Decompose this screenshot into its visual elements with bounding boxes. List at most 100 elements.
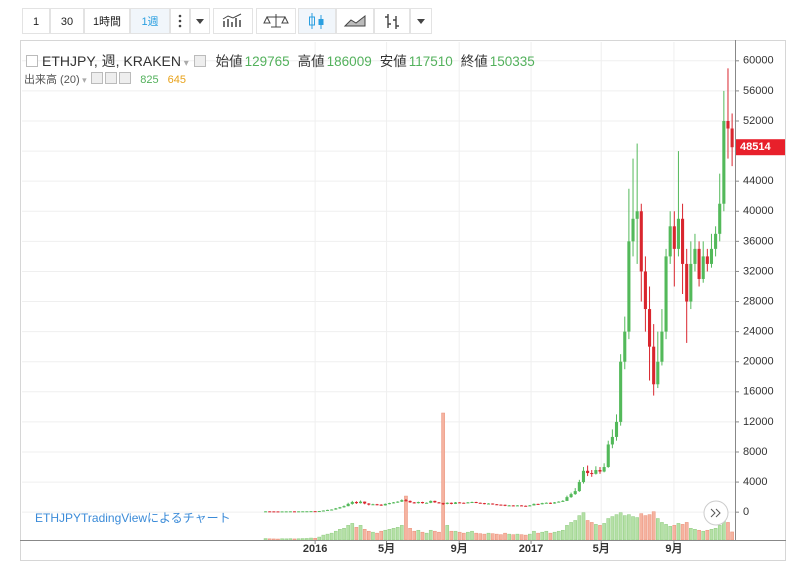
candle-body xyxy=(284,511,288,513)
volume-bar xyxy=(466,531,470,541)
volume-bar xyxy=(552,531,557,541)
volume-bar xyxy=(705,529,710,541)
scroll-button[interactable] xyxy=(703,500,729,526)
volume-eye[interactable] xyxy=(91,72,104,84)
volume-bar xyxy=(478,533,483,541)
y-tick-label: 32000 xyxy=(743,265,774,277)
candle-body xyxy=(594,470,598,474)
volume-settings[interactable] xyxy=(105,72,118,84)
volume-bar xyxy=(412,530,417,541)
volume-bar xyxy=(614,514,619,541)
x-tick-label: 2017 xyxy=(519,543,543,555)
candle-body xyxy=(672,226,676,249)
volume-bar xyxy=(424,532,429,541)
candle-body xyxy=(714,233,718,249)
toolbar: 1 30 1時間 1週 xyxy=(0,0,786,38)
volume-pane xyxy=(263,412,734,541)
y-tick-label: 12000 xyxy=(743,416,774,428)
candle-body xyxy=(643,271,647,310)
candle-body xyxy=(276,511,280,513)
volume-bar xyxy=(577,515,582,541)
volume-bar xyxy=(569,522,573,541)
candle-body xyxy=(354,502,358,504)
volume-bar xyxy=(428,529,433,541)
dropdown-button[interactable] xyxy=(410,8,432,34)
volume-bar xyxy=(490,533,495,541)
readout-label: 安値 xyxy=(379,54,407,69)
candle-body xyxy=(482,503,486,505)
readout-value: 150335 xyxy=(489,54,535,69)
volume-bar xyxy=(635,517,639,541)
volume-bar xyxy=(416,529,421,541)
candle-body xyxy=(462,502,466,504)
collapse-toggle[interactable] xyxy=(26,55,38,67)
candle-body xyxy=(548,502,553,504)
candle-body xyxy=(606,444,610,468)
volume-bar xyxy=(594,524,598,541)
y-tick-label: 28000 xyxy=(743,295,774,307)
x-tick-label: 9月 xyxy=(451,542,468,555)
candle-body xyxy=(342,506,346,508)
interval-button[interactable]: 1週 xyxy=(130,8,170,34)
grid xyxy=(22,42,735,540)
volume-value: 825 xyxy=(140,74,159,86)
volume-bar xyxy=(391,528,396,541)
candle-body xyxy=(325,509,330,511)
bars-button[interactable] xyxy=(374,8,410,34)
candle-body xyxy=(491,503,495,505)
candle-body xyxy=(387,503,391,505)
volume-bar xyxy=(544,530,549,541)
interval-button[interactable]: 1 xyxy=(22,8,50,34)
volume-bar xyxy=(565,525,569,541)
more-button[interactable] xyxy=(170,8,190,34)
candle-body xyxy=(425,502,429,504)
candle-body xyxy=(536,503,540,505)
area-button[interactable] xyxy=(336,8,374,34)
y-tick-label: 40000 xyxy=(743,205,774,217)
area-icon xyxy=(343,14,366,27)
volume-bar xyxy=(292,538,297,541)
candle-body xyxy=(664,256,668,332)
volume-bar xyxy=(358,525,363,541)
candle-body xyxy=(317,511,321,513)
y-tick-label: 4000 xyxy=(743,476,767,488)
volume-bar xyxy=(338,529,342,541)
candle-body xyxy=(321,510,325,512)
volume-bar xyxy=(333,530,338,541)
volume-bar xyxy=(684,522,689,541)
volume-bar xyxy=(329,532,334,541)
candle-body xyxy=(503,504,507,506)
settings-icon[interactable] xyxy=(193,55,206,67)
volume-bar xyxy=(651,511,656,541)
candles-button[interactable] xyxy=(298,8,336,34)
candle-body xyxy=(272,511,276,513)
candle-body xyxy=(495,504,499,506)
candle-body xyxy=(400,500,404,502)
interval-button[interactable]: 30 xyxy=(50,8,84,34)
compare-button[interactable] xyxy=(256,8,296,34)
interval-button[interactable]: 1時間 xyxy=(84,8,130,34)
volume-bar xyxy=(305,538,309,541)
volume-close[interactable] xyxy=(119,72,132,84)
indicators-icon xyxy=(222,13,242,27)
candle-body xyxy=(416,502,420,504)
volume-bar xyxy=(486,532,491,541)
volume-bar xyxy=(342,528,346,541)
candle-body xyxy=(619,361,623,422)
candle-body xyxy=(647,309,652,347)
candle-body xyxy=(367,503,371,505)
candle-body xyxy=(627,241,631,332)
candle-body xyxy=(586,470,590,474)
volume-bar xyxy=(350,523,355,541)
volume-bar xyxy=(263,538,268,541)
indicators-button[interactable] xyxy=(213,8,253,34)
candle-body xyxy=(486,503,491,505)
volume-bar xyxy=(726,522,730,541)
dropdown-button[interactable] xyxy=(190,8,210,34)
candle-body xyxy=(528,505,532,507)
volume-bar xyxy=(272,538,276,541)
candle-body xyxy=(652,346,656,385)
volume-bar xyxy=(606,518,611,541)
candle-body xyxy=(375,504,379,506)
